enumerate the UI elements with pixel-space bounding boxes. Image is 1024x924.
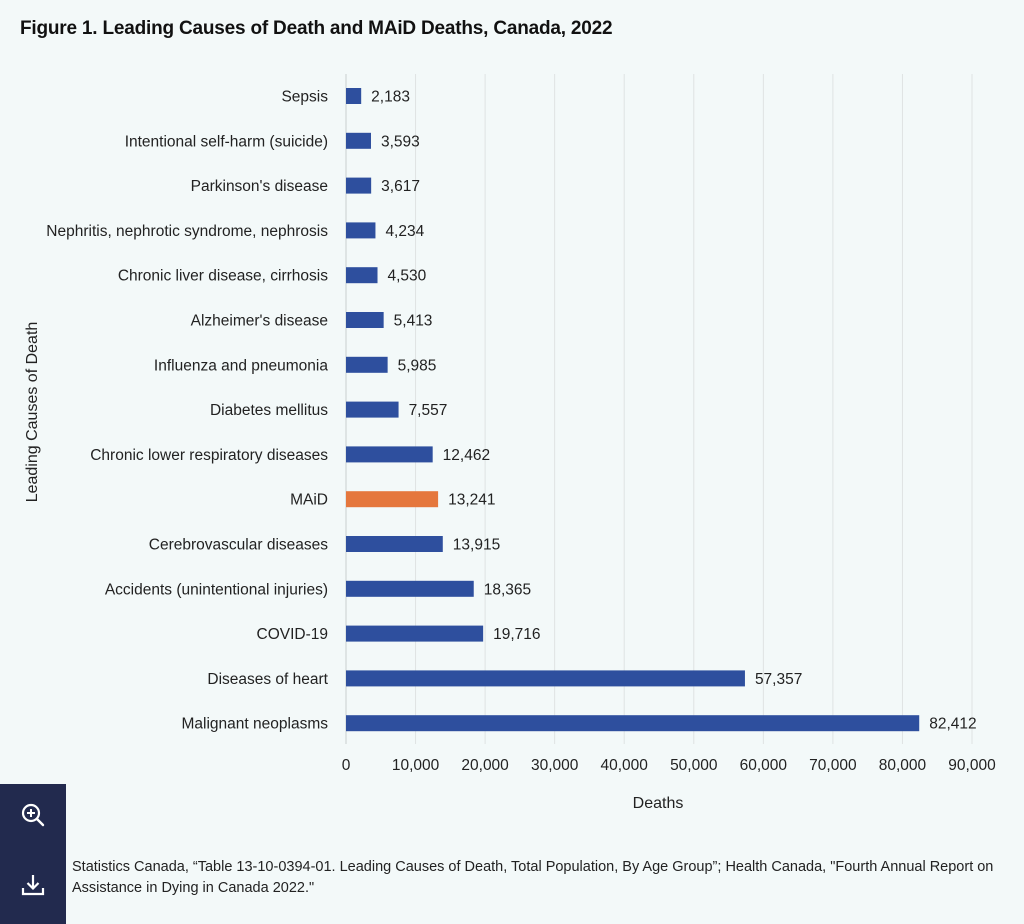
category-label: Accidents (unintentional injuries): [105, 581, 328, 598]
x-tick-label: 30,000: [531, 757, 579, 774]
value-label: 82,412: [929, 716, 976, 733]
download-icon: [19, 871, 47, 904]
category-label: Chronic lower respiratory diseases: [90, 447, 328, 464]
x-tick-label: 0: [342, 757, 351, 774]
category-labels: Sepsis Intentional self-harm (suicide) Par…: [46, 89, 328, 733]
zoom-in-icon: [20, 802, 46, 833]
value-label: 13,915: [453, 537, 500, 554]
category-label: Nephritis, nephrotic syndrome, nephrosis: [46, 223, 328, 240]
bar: [346, 222, 376, 239]
value-label: 3,593: [381, 133, 420, 150]
bar: [346, 356, 388, 373]
value-label: 4,234: [385, 223, 424, 240]
category-label: Diseases of heart: [207, 671, 328, 688]
x-tick-label: 40,000: [601, 757, 649, 774]
bar: [346, 670, 745, 687]
bar: [346, 715, 920, 732]
bar: [346, 625, 484, 642]
bar: [346, 88, 362, 104]
bar: [346, 446, 433, 463]
x-tick-label: 90,000: [948, 757, 996, 774]
value-label: 7,557: [409, 402, 448, 419]
category-label: Cerebrovascular diseases: [149, 537, 328, 554]
category-label: Diabetes mellitus: [210, 402, 328, 419]
bar: [346, 177, 372, 194]
bar: [346, 132, 371, 149]
category-label: COVID-19: [257, 626, 329, 643]
x-axis-title: Deaths: [633, 795, 684, 812]
value-label: 12,462: [443, 447, 490, 464]
bar: [346, 401, 399, 418]
x-tick-label: 70,000: [809, 757, 857, 774]
bars: [346, 88, 920, 732]
value-label: 57,357: [755, 671, 802, 688]
x-tick-label: 10,000: [392, 757, 440, 774]
value-label: 19,716: [493, 626, 540, 643]
category-label: Intentional self-harm (suicide): [125, 133, 328, 150]
value-label: 5,985: [398, 357, 437, 374]
category-label: Influenza and pneumonia: [154, 357, 328, 374]
category-label: Malignant neoplasms: [182, 716, 329, 733]
x-tick-label: 20,000: [461, 757, 509, 774]
side-toolbar: [0, 784, 66, 924]
x-tick-label: 80,000: [879, 757, 927, 774]
bar: [346, 312, 384, 328]
chart-title: Figure 1. Leading Causes of Death and MA…: [20, 18, 613, 39]
y-axis-title: Leading Causes of Death: [24, 322, 41, 503]
zoom-button[interactable]: [0, 784, 66, 850]
value-label: 13,241: [448, 492, 495, 509]
value-label: 4,530: [388, 268, 427, 285]
bar-chart: Sepsis Intentional self-harm (suicide) Par…: [24, 74, 996, 812]
bar: [346, 536, 443, 552]
x-tick-label: 50,000: [670, 757, 718, 774]
value-label: 3,617: [381, 178, 420, 195]
x-tick-label: 60,000: [740, 757, 788, 774]
download-button[interactable]: [0, 854, 66, 920]
value-label: 2,183: [371, 89, 410, 106]
x-tick-labels: 0 10,000 20,000 30,000 40,000 50,000 60,000 70,…: [342, 757, 996, 774]
category-label: MAiD: [290, 492, 328, 509]
category-label: Parkinson's disease: [191, 178, 328, 195]
category-label: Sepsis: [281, 89, 328, 106]
value-labels: 2,183 3,593 3,617 4,234 4,530 5,413 5,985 7,557…: [371, 89, 976, 733]
bar: [346, 267, 378, 284]
bar: [346, 580, 474, 597]
bar: [346, 491, 439, 508]
category-label: Alzheimer's disease: [191, 313, 328, 330]
value-label: 18,365: [484, 581, 531, 598]
value-label: 5,413: [394, 313, 433, 330]
source-note: Statistics Canada, “Table 13-10-0394-01.…: [72, 859, 994, 896]
category-label: Chronic liver disease, cirrhosis: [118, 268, 328, 285]
